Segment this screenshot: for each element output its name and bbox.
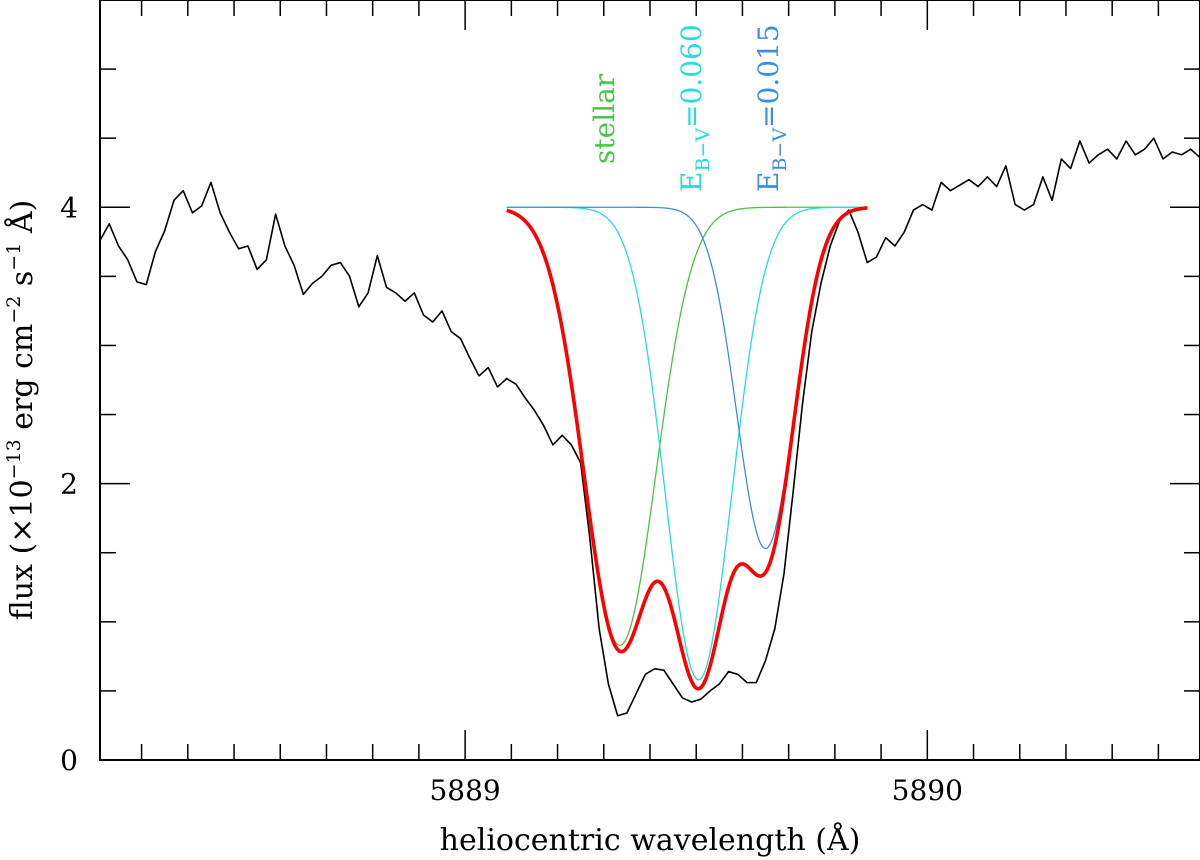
- y-title-exp1: −13: [3, 439, 25, 479]
- annot2-main: E: [752, 172, 785, 192]
- minor-ticks: [100, 0, 1200, 760]
- y-title-mid1: erg cm: [5, 324, 40, 440]
- series-total-fit: [505, 206, 869, 691]
- annot2-rest: =0.015: [752, 24, 785, 128]
- y-tick-label: 4: [60, 191, 78, 224]
- y-title-prefix: flux (×10: [5, 479, 40, 620]
- series-ebv-0060: [506, 206, 868, 681]
- plot-frame: [99, 0, 1200, 761]
- annot1-rest: =0.060: [675, 24, 708, 128]
- y-axis-title: flux (×10−13 erg cm−2 s−1 Å): [3, 200, 40, 620]
- annot1-sub: B−V: [692, 128, 714, 172]
- y-tick-label: 0: [60, 744, 78, 777]
- annot2-sub: B−V: [769, 128, 791, 172]
- annot1-main: E: [675, 172, 708, 192]
- y-title-exp3: −1: [3, 243, 25, 271]
- annotation-stellar: stellar: [588, 73, 621, 164]
- tick-labels: 5889 5890 0 2 4: [60, 191, 963, 807]
- y-title-mid2: s: [5, 271, 40, 296]
- x-axis-title: heliocentric wavelength (Å): [440, 822, 861, 858]
- series-ebv-0015: [506, 206, 868, 550]
- annotation-ebv-0015: EB−V=0.015: [752, 24, 791, 192]
- x-tick-label: 5890: [892, 774, 963, 807]
- series-stellar: [506, 206, 868, 646]
- y-tick-label: 2: [60, 468, 78, 501]
- x-tick-label: 5889: [429, 774, 500, 807]
- y-title-exp2: −2: [3, 296, 25, 324]
- annotation-ebv-0060: EB−V=0.060: [675, 24, 714, 192]
- y-title-suffix: Å): [4, 200, 40, 243]
- series-layer: [99, 137, 1200, 717]
- series-observed-spectrum: [99, 137, 1200, 717]
- major-ticks: [100, 0, 1200, 761]
